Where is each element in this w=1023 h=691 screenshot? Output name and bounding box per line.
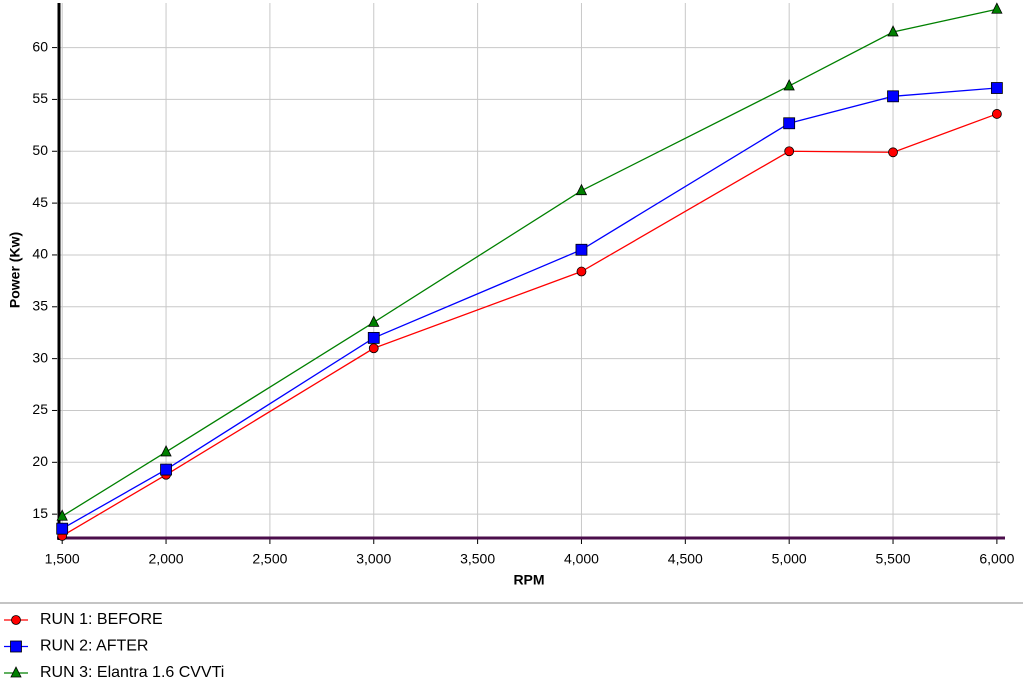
x-tick-label: 4,000 [564, 551, 599, 567]
marker [990, 82, 1003, 94]
legend-marker [10, 666, 22, 678]
x-tick-label: 1,500 [45, 551, 80, 567]
marker [160, 445, 172, 457]
legend-marker [11, 615, 21, 625]
marker [783, 79, 795, 91]
x-axis-label: RPM [513, 572, 544, 588]
marker [575, 183, 588, 196]
marker [368, 315, 380, 327]
y-axis-label: Power (Kw) [7, 232, 23, 308]
x-tick-label: 4,500 [668, 551, 703, 567]
legend-label: RUN 1: BEFORE [40, 611, 163, 628]
marker [991, 109, 1002, 119]
marker [576, 266, 587, 277]
marker [56, 509, 68, 521]
series-line [61, 8, 998, 517]
x-tick-label: 5,500 [876, 551, 911, 567]
marker [991, 2, 1003, 14]
x-tick-label: 5,000 [772, 551, 807, 567]
x-tick-label: 2,000 [149, 551, 184, 567]
y-tick-label: 30 [32, 349, 48, 365]
x-tick-label: 6,000 [979, 551, 1014, 567]
series-line [61, 113, 998, 537]
legend-label: RUN 3: Elantra 1.6 CVVTi [40, 664, 224, 681]
y-tick-label: 25 [32, 401, 48, 417]
marker [887, 25, 899, 37]
marker [367, 331, 380, 344]
marker [888, 147, 898, 158]
marker [784, 146, 795, 157]
y-tick-label: 45 [32, 194, 48, 210]
x-tick-label: 2,500 [252, 551, 287, 567]
legend-marker [10, 640, 22, 653]
y-tick-label: 60 [32, 38, 48, 54]
marker [783, 117, 796, 130]
x-tick-label: 3,500 [460, 551, 495, 567]
marker [887, 90, 899, 103]
y-tick-label: 50 [32, 142, 48, 158]
y-tick-label: 35 [32, 297, 48, 313]
y-tick-label: 40 [32, 246, 48, 262]
marker [160, 463, 172, 476]
marker [575, 243, 588, 256]
legend-label: RUN 2: AFTER [40, 638, 148, 655]
marker [56, 522, 69, 535]
x-tick-label: 3,000 [356, 551, 391, 567]
y-tick-label: 15 [32, 505, 48, 521]
y-tick-label: 20 [32, 453, 48, 469]
marker [368, 343, 379, 354]
y-tick-label: 55 [32, 90, 48, 106]
